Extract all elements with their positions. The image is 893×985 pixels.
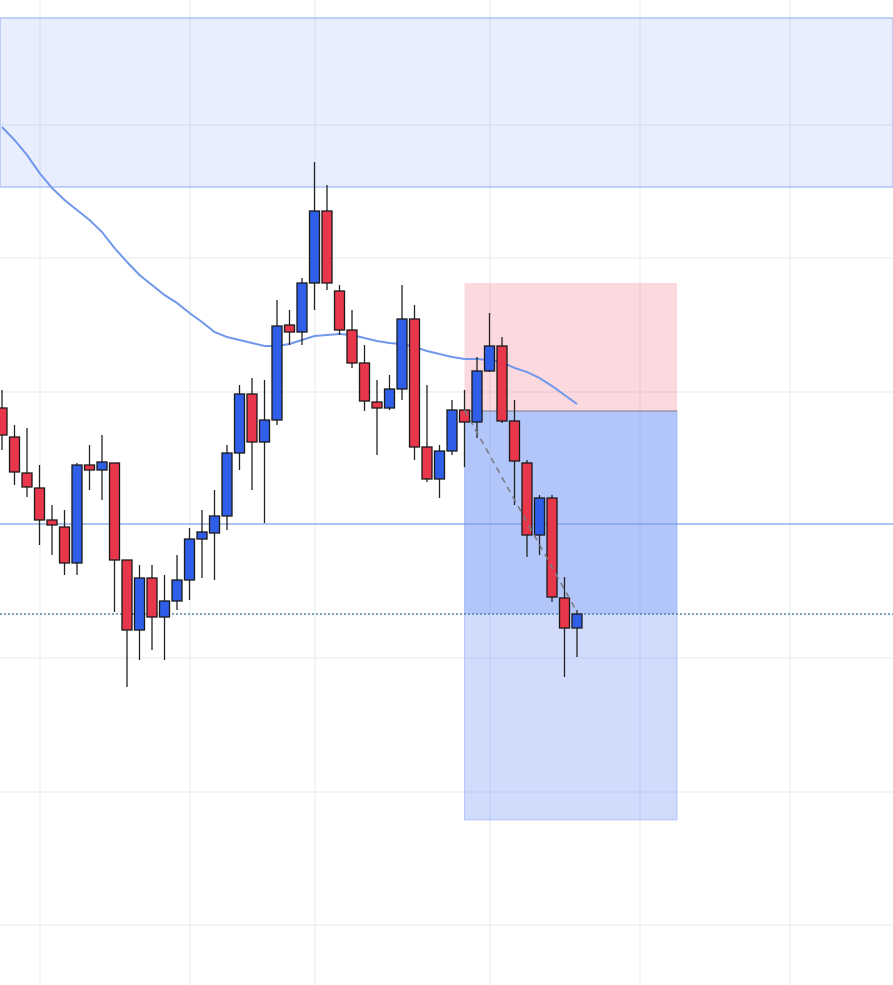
candle-body xyxy=(258,419,271,443)
candle-body xyxy=(333,290,346,331)
candle-body xyxy=(246,393,258,443)
candle-body xyxy=(471,370,483,423)
candle-body xyxy=(571,613,583,629)
candle-body xyxy=(233,393,246,454)
candle-body xyxy=(396,318,408,390)
candle-body xyxy=(183,538,196,581)
open-profit-zone xyxy=(464,411,677,614)
candle-body xyxy=(458,409,471,423)
candle-body xyxy=(8,436,21,473)
candle-body xyxy=(171,579,183,602)
candle-body xyxy=(158,600,171,618)
candle-body xyxy=(496,345,508,422)
candle-body xyxy=(58,526,71,564)
candle-body xyxy=(108,462,121,561)
candle-body xyxy=(421,446,433,480)
candle-body xyxy=(96,461,108,471)
candle-body xyxy=(408,318,421,448)
candle-body xyxy=(83,464,96,471)
candle-body xyxy=(433,450,446,480)
candle-body xyxy=(0,407,8,436)
candle-body xyxy=(558,597,571,629)
candle-body xyxy=(71,464,83,564)
candle-body xyxy=(358,362,371,402)
candle-body xyxy=(446,409,458,452)
candle-body xyxy=(146,577,158,618)
candle-body xyxy=(121,559,133,631)
candle-body xyxy=(221,452,233,517)
candle-body xyxy=(283,324,296,333)
candle-body xyxy=(296,282,308,333)
candle-body xyxy=(533,497,546,536)
candle-body xyxy=(521,462,533,536)
candle-body xyxy=(271,325,283,421)
candle-body xyxy=(208,515,221,534)
candle-body xyxy=(371,401,383,409)
candle-body xyxy=(508,420,521,462)
projection xyxy=(463,409,578,613)
candle-body xyxy=(133,577,146,631)
candle-body xyxy=(21,472,33,488)
candle-body xyxy=(383,388,396,409)
candle-body xyxy=(546,497,558,598)
resistance-zone xyxy=(0,17,893,188)
target-zone xyxy=(464,410,678,821)
candle-body xyxy=(33,487,46,521)
candle-body xyxy=(483,345,496,372)
candle-body xyxy=(321,210,333,284)
candle-body xyxy=(196,531,208,540)
candle-body xyxy=(46,519,58,526)
candle-body xyxy=(308,210,321,284)
candle-body xyxy=(346,329,358,364)
